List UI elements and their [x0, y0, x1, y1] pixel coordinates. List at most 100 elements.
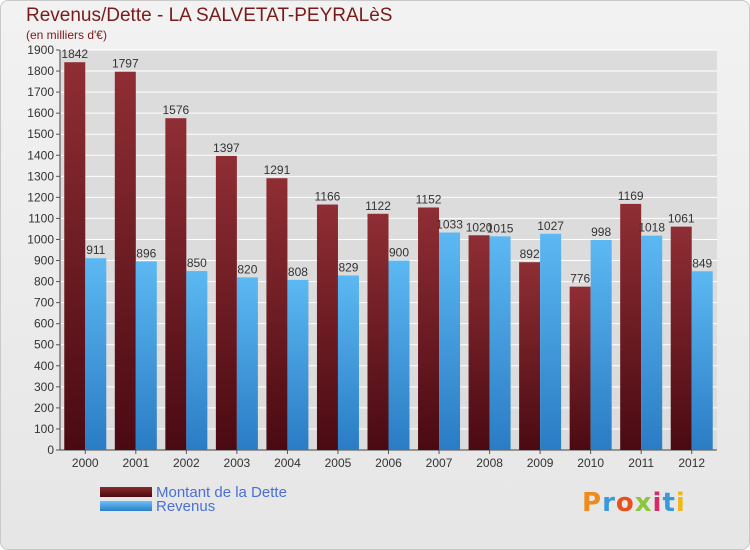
- y-tick-label: 600: [34, 317, 54, 331]
- y-tick-label: 1600: [27, 106, 54, 120]
- data-label-revenus: 1018: [638, 221, 665, 235]
- y-tick-label: 1000: [27, 232, 54, 246]
- x-tick-label: 2007: [426, 456, 453, 470]
- data-label-dette: 1020: [466, 220, 493, 234]
- proxiti-logo: Proxiti: [582, 488, 686, 518]
- y-tick-label: 1900: [27, 43, 54, 57]
- x-tick-label: 2001: [122, 456, 149, 470]
- bar-revenus: [236, 277, 258, 450]
- y-tick-label: 1400: [27, 148, 54, 162]
- bar-revenus: [691, 271, 713, 450]
- bar-revenus: [590, 239, 612, 450]
- data-label-dette: 1842: [61, 47, 88, 61]
- bar-revenus: [135, 261, 157, 450]
- data-label-revenus: 998: [591, 225, 611, 239]
- legend-label-dette: Montant de la Dette: [156, 483, 287, 501]
- data-label-revenus: 900: [389, 246, 409, 260]
- logo-letter: r: [602, 488, 616, 518]
- x-tick-label: 2005: [325, 456, 352, 470]
- x-tick-label: 2010: [577, 456, 604, 470]
- logo-letter: i: [652, 488, 663, 518]
- legend-item-dette: Montant de la Dette: [100, 483, 287, 501]
- bar-dette: [316, 204, 338, 450]
- y-tick-label: 1200: [27, 190, 54, 204]
- bar-revenus: [388, 260, 410, 450]
- bar-dette: [215, 155, 237, 451]
- bar-dette: [468, 235, 490, 450]
- x-tick-label: 2006: [375, 456, 402, 470]
- x-tick-label: 2003: [224, 456, 251, 470]
- bar-dette: [367, 213, 389, 450]
- bar-revenus: [287, 279, 309, 450]
- data-label-dette: 776: [570, 272, 590, 286]
- data-label-revenus: 1033: [436, 218, 463, 232]
- chart-title: Revenus/Dette - LA SALVETAT-PEYRALèS: [26, 5, 393, 26]
- legend-swatch-revenus: [100, 501, 152, 511]
- x-tick-label: 2000: [72, 456, 99, 470]
- y-tick-label: 1300: [27, 169, 54, 183]
- x-tick-label: 2002: [173, 456, 200, 470]
- bar-dette: [64, 62, 86, 451]
- bar-revenus: [337, 275, 359, 450]
- x-tick-label: 2011: [628, 456, 654, 470]
- data-label-dette: 1576: [162, 103, 189, 117]
- logo-letter: x: [634, 488, 653, 518]
- data-label-dette: 1152: [416, 192, 442, 206]
- y-tick-label: 200: [34, 401, 54, 415]
- bar-dette: [620, 203, 642, 450]
- data-label-revenus: 808: [288, 265, 308, 279]
- y-tick-label: 1100: [28, 211, 54, 225]
- legend-swatch-dette: [100, 487, 152, 497]
- data-label-dette: 1291: [264, 163, 291, 177]
- y-tick-label: 0: [47, 443, 54, 457]
- bar-revenus: [641, 235, 663, 450]
- bar-dette: [569, 286, 591, 450]
- data-label-revenus: 1027: [537, 219, 564, 233]
- bar-dette: [519, 262, 541, 450]
- logo-letter: P: [582, 488, 603, 518]
- x-tick-label: 2004: [274, 456, 301, 470]
- data-label-dette: 1797: [112, 57, 139, 71]
- legend-item-revenus: Revenus: [100, 497, 287, 515]
- bar-revenus: [489, 236, 511, 450]
- bar-dette: [165, 118, 187, 451]
- bar-revenus: [85, 258, 107, 450]
- legend-label-revenus: Revenus: [156, 497, 216, 515]
- data-label-revenus: 820: [237, 262, 257, 276]
- y-tick-label: 900: [34, 254, 54, 268]
- y-tick-label: 700: [34, 296, 54, 310]
- logo-letter: o: [615, 488, 635, 518]
- data-label-revenus: 849: [692, 256, 712, 270]
- data-label-revenus: 911: [86, 243, 105, 257]
- data-label-dette: 1061: [668, 212, 695, 226]
- data-label-revenus: 850: [187, 256, 207, 270]
- x-tick-label: 2012: [678, 456, 705, 470]
- data-label-dette: 892: [520, 247, 540, 261]
- y-tick-label: 300: [34, 380, 54, 394]
- data-label-revenus: 896: [136, 246, 156, 260]
- bar-dette: [418, 207, 440, 450]
- legend: Montant de la Dette Revenus: [100, 483, 287, 515]
- bar-revenus: [186, 271, 208, 450]
- y-tick-label: 400: [34, 359, 54, 373]
- chart-subtitle: (en milliers d'€): [26, 28, 107, 42]
- data-label-revenus: 1015: [487, 221, 514, 235]
- x-tick-label: 2008: [476, 456, 503, 470]
- y-tick-label: 800: [34, 275, 54, 289]
- data-label-revenus: 829: [338, 260, 358, 274]
- logo-letter: i: [675, 488, 686, 518]
- y-tick-label: 1800: [27, 64, 54, 78]
- y-tick-label: 1700: [27, 85, 54, 99]
- data-label-dette: 1169: [618, 189, 644, 203]
- bar-dette: [114, 71, 136, 451]
- bar-revenus: [540, 233, 562, 450]
- bar-revenus: [439, 232, 461, 450]
- logo-letter: t: [662, 488, 676, 518]
- bar-dette: [670, 226, 692, 450]
- y-tick-label: 500: [34, 338, 54, 352]
- y-tick-label: 100: [34, 422, 54, 436]
- data-label-dette: 1166: [315, 190, 341, 204]
- data-label-dette: 1397: [213, 141, 240, 155]
- y-tick-label: 1500: [27, 127, 54, 141]
